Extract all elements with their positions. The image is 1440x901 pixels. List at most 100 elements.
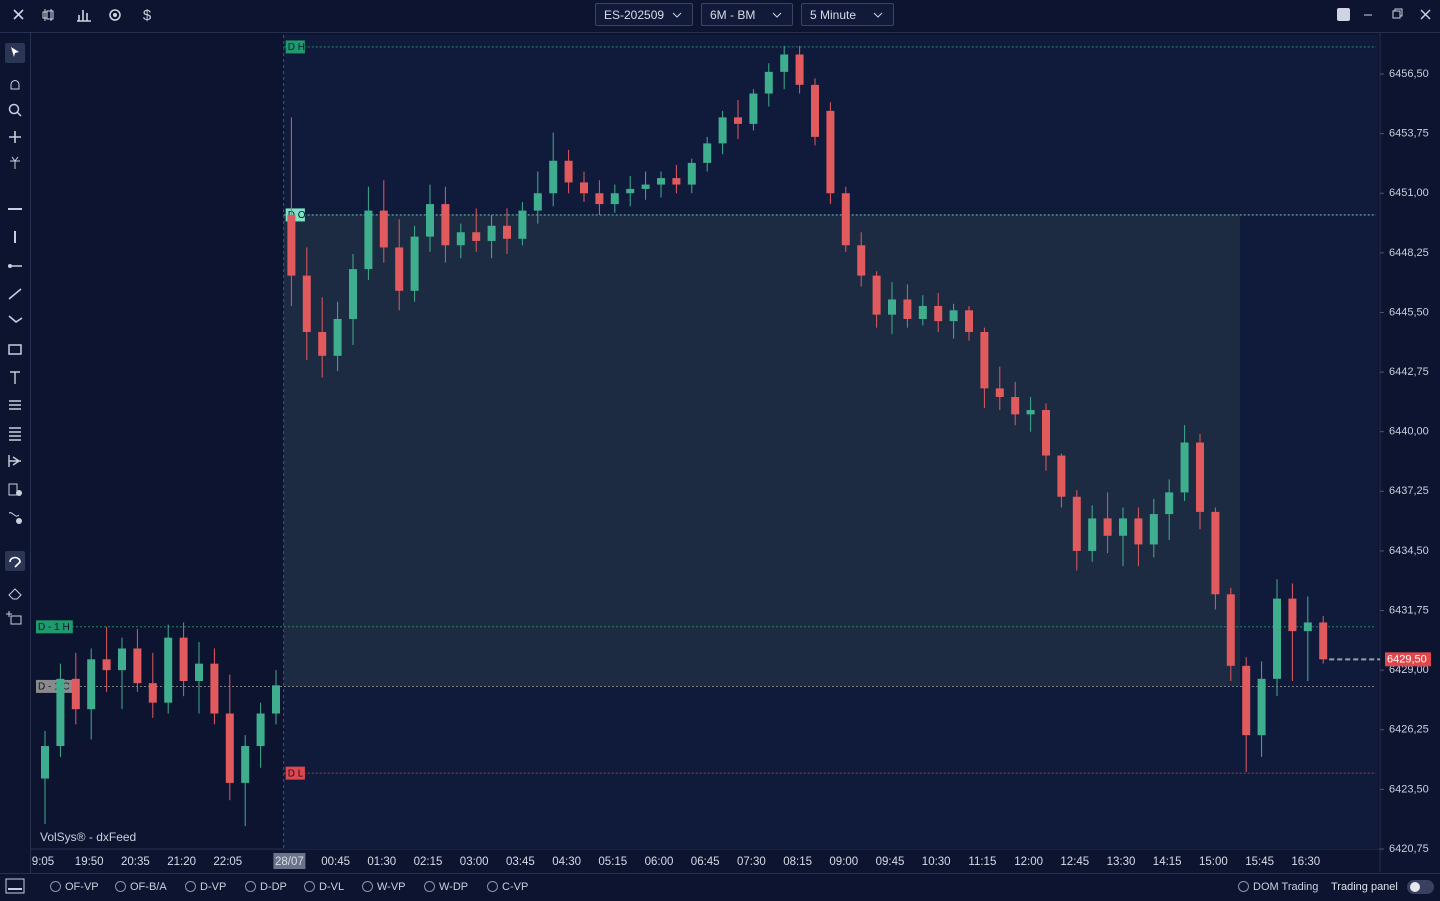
- x-tick-label: 15:45: [1245, 856, 1274, 868]
- candle: [980, 327, 989, 408]
- study-option[interactable]: W-VP: [362, 881, 406, 893]
- candle-body: [826, 110, 835, 194]
- x-tick-label: 11:15: [968, 856, 996, 868]
- candle: [564, 149, 573, 194]
- candle-body: [533, 193, 542, 211]
- candle: [734, 100, 742, 140]
- study-option[interactable]: W-DP: [424, 881, 468, 893]
- y-tick-label: 6440,00: [1389, 426, 1429, 438]
- candle-body: [395, 247, 404, 291]
- candle: [1211, 507, 1220, 610]
- panel-icon[interactable]: [4, 877, 28, 897]
- candle-body: [518, 210, 527, 239]
- x-tick-label: 10:30: [922, 856, 951, 868]
- candle: [241, 735, 250, 827]
- candle-body: [472, 232, 481, 241]
- candle-body: [734, 117, 742, 124]
- dom-trading-option[interactable]: DOM Trading: [1238, 881, 1318, 893]
- candle: [949, 303, 958, 339]
- candle: [1134, 507, 1143, 567]
- x-tick-label: 13:30: [1107, 856, 1136, 868]
- y-tick-label: 6437,25: [1389, 485, 1429, 497]
- study-option[interactable]: D-DP: [245, 881, 287, 893]
- x-tick-label: 16:30: [1291, 856, 1320, 868]
- candle: [718, 110, 727, 155]
- candle: [1273, 579, 1281, 697]
- y-tick-label: 6434,50: [1389, 545, 1429, 557]
- candle: [148, 652, 157, 718]
- y-tick-label: 6453,75: [1389, 128, 1429, 140]
- candle-body: [41, 746, 49, 779]
- candle: [1288, 583, 1297, 681]
- candle: [56, 663, 65, 757]
- trading-panel-toggle[interactable]: [1406, 879, 1436, 895]
- candle: [102, 626, 111, 692]
- last-price-bg: [1385, 652, 1431, 667]
- candle-body: [564, 160, 573, 183]
- candle-body: [1288, 598, 1297, 632]
- study-option[interactable]: D-VL: [304, 881, 344, 893]
- candle: [764, 63, 773, 107]
- toolbar-icons: $: [13, 7, 152, 24]
- candle-body: [672, 178, 681, 185]
- window-controls: [1337, 8, 1431, 21]
- candle: [364, 186, 373, 280]
- candle-body: [302, 275, 311, 332]
- x-tick-label: 22:05: [213, 856, 242, 868]
- candle: [349, 253, 357, 345]
- candle-body: [195, 663, 203, 681]
- study-option[interactable]: OF-VP: [50, 881, 99, 893]
- candle-body: [841, 193, 850, 246]
- candle: [549, 132, 558, 207]
- candle: [811, 78, 819, 146]
- x-tick-label: 06:00: [645, 856, 674, 868]
- level-label-bg: [285, 40, 305, 54]
- candle-body: [703, 143, 712, 163]
- candle-body: [71, 678, 80, 710]
- candle: [1119, 507, 1127, 567]
- y-tick-label: 6445,50: [1389, 306, 1429, 318]
- candle: [626, 175, 635, 207]
- y-tick-label: 6420,75: [1389, 843, 1429, 855]
- range-select[interactable]: 6M - BM: [701, 3, 793, 26]
- study-option[interactable]: C-VP: [487, 881, 528, 893]
- candle: [995, 366, 1004, 411]
- candle: [780, 45, 789, 90]
- candle: [287, 117, 296, 306]
- candle-body: [148, 683, 157, 703]
- x-tick-label: 28/07: [275, 856, 304, 868]
- candle-body: [641, 184, 650, 189]
- interval-select[interactable]: 5 Minute: [801, 3, 894, 26]
- x-tick-label: 01:30: [367, 856, 396, 868]
- x-tick-label: 19:50: [75, 856, 104, 868]
- candle: [256, 702, 265, 768]
- x-tick-label: 07:30: [737, 856, 766, 868]
- candle: [1196, 433, 1204, 530]
- candle: [657, 171, 665, 198]
- candle-body: [256, 713, 265, 747]
- candle: [1088, 505, 1097, 562]
- interval: 5 Minute: [810, 8, 857, 22]
- candle-body: [995, 388, 1004, 398]
- x-tick-label: 00:45: [321, 856, 350, 868]
- candle: [795, 45, 804, 94]
- candle: [872, 271, 881, 328]
- candle: [71, 652, 80, 725]
- candle: [179, 622, 188, 697]
- study-option[interactable]: OF-B/A: [115, 881, 167, 893]
- candle-body: [503, 225, 511, 239]
- candle-body: [1319, 622, 1328, 660]
- x-tick-label: 21:20: [167, 856, 196, 868]
- study-option[interactable]: D-VP: [185, 881, 226, 893]
- candle-body: [888, 299, 896, 315]
- level-label: D H: [288, 42, 305, 53]
- candle-body: [749, 93, 758, 124]
- symbol-select[interactable]: ES-202509: [595, 3, 693, 26]
- y-tick-label: 6431,75: [1389, 604, 1429, 616]
- candle-body: [441, 204, 450, 246]
- candle: [487, 214, 496, 259]
- candle: [918, 295, 927, 326]
- candle-body: [918, 305, 927, 319]
- candle: [749, 89, 758, 131]
